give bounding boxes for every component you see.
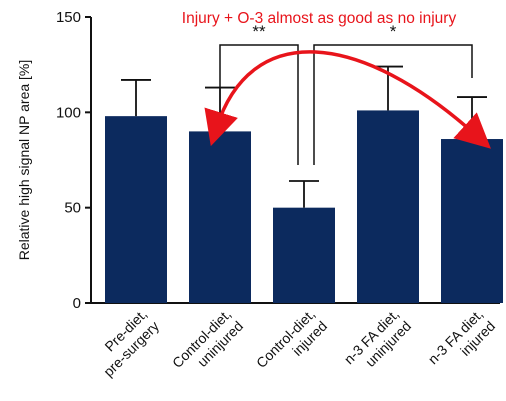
category-label-0: Pre-diet,pre-surgery	[100, 306, 162, 380]
significance-label-1: *	[390, 22, 397, 41]
y-tick-label-150: 150	[56, 9, 81, 26]
significance-brackets: ** *	[219, 22, 473, 165]
category-label-3: n-3 FA diet,uninjured	[341, 306, 414, 370]
y-tick-label-50: 50	[64, 200, 81, 217]
bar-1	[189, 131, 251, 303]
category-label-4: n-3 FA diet,injured	[425, 306, 498, 367]
y-tick-label-0: 0	[73, 295, 81, 312]
bars	[105, 110, 503, 303]
error-bars	[121, 65, 487, 208]
category-label-2: Control-diet,injured	[253, 306, 330, 371]
bar-3	[357, 110, 419, 303]
category-labels: Pre-diet,pre-surgery Control-diet,uninjur…	[100, 306, 498, 380]
axes: 0 50 100 150 Relative high signal NP area [%…	[16, 9, 500, 312]
significance-bracket-1	[313, 44, 473, 165]
y-axis-label: Relative high signal NP area [%]	[16, 60, 32, 261]
category-label-1: Control-diet,uninjured	[169, 306, 246, 371]
annotation-text: Injury + O-3 almost as good as no injury	[182, 10, 457, 27]
bar-2	[273, 207, 335, 303]
significance-bracket-0	[219, 44, 299, 165]
y-tick-label-100: 100	[56, 104, 81, 121]
annotation: Injury + O-3 almost as good as no injury	[182, 10, 491, 149]
significance-label-0: **	[252, 22, 266, 41]
bar-4	[441, 139, 503, 303]
annotation-arrow	[204, 50, 491, 149]
bar-0	[105, 116, 167, 303]
